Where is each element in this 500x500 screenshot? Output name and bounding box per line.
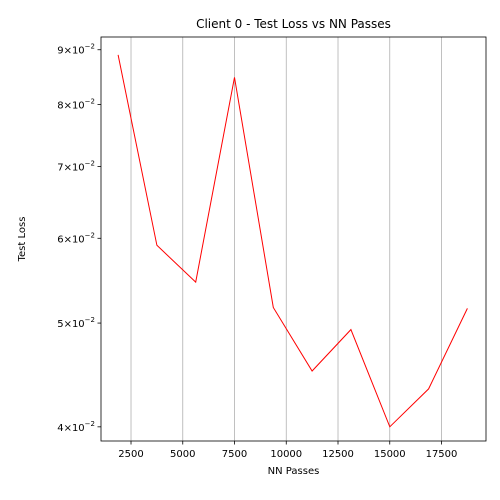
x-tick-label: 17500 <box>426 449 458 460</box>
y-tick-mantissa: 5×10 <box>57 319 84 330</box>
y-tick-mantissa: 4×10 <box>57 423 84 434</box>
y-tick-exponent: −2 <box>85 420 95 428</box>
x-tick-label: 7500 <box>222 449 247 460</box>
y-tick-exponent: −2 <box>85 98 95 106</box>
x-tick-label: 15000 <box>374 449 406 460</box>
x-axis-ticks: 2500 5000 7500 10000 12500 15000 17500 <box>118 441 457 460</box>
y-tick-exponent: −2 <box>85 160 95 168</box>
series-line <box>117 54 468 428</box>
y-tick-label: 5×10−2 <box>57 316 95 330</box>
series-layer <box>117 54 468 428</box>
y-tick-mantissa: 8×10 <box>57 101 84 112</box>
y-tick-exponent: −2 <box>85 316 95 324</box>
y-tick-mantissa: 7×10 <box>57 163 84 174</box>
x-tick-label: 5000 <box>170 449 195 460</box>
y-axis-label: Test Loss <box>17 217 28 263</box>
y-tick-label: 7×10−2 <box>57 160 95 174</box>
y-tick-label: 9×10−2 <box>57 43 95 57</box>
y-tick-label: 8×10−2 <box>57 98 95 112</box>
y-tick-mantissa: 9×10 <box>57 46 84 57</box>
y-tick-mantissa: 6×10 <box>57 234 84 245</box>
y-tick-label: 4×10−2 <box>57 420 95 434</box>
x-axis-label: NN Passes <box>268 466 320 477</box>
x-tick-label: 2500 <box>118 449 143 460</box>
y-axis-ticks: 4×10−25×10−26×10−27×10−28×10−29×10−2 <box>57 43 101 434</box>
gridlines <box>130 37 442 441</box>
y-tick-label: 6×10−2 <box>57 231 95 245</box>
x-tick-label: 10000 <box>270 449 302 460</box>
chart-title: Client 0 - Test Loss vs NN Passes <box>196 17 391 31</box>
plot-frame <box>100 36 487 442</box>
y-tick-exponent: −2 <box>85 231 95 239</box>
y-tick-exponent: −2 <box>85 43 95 51</box>
x-tick-label: 12500 <box>322 449 354 460</box>
